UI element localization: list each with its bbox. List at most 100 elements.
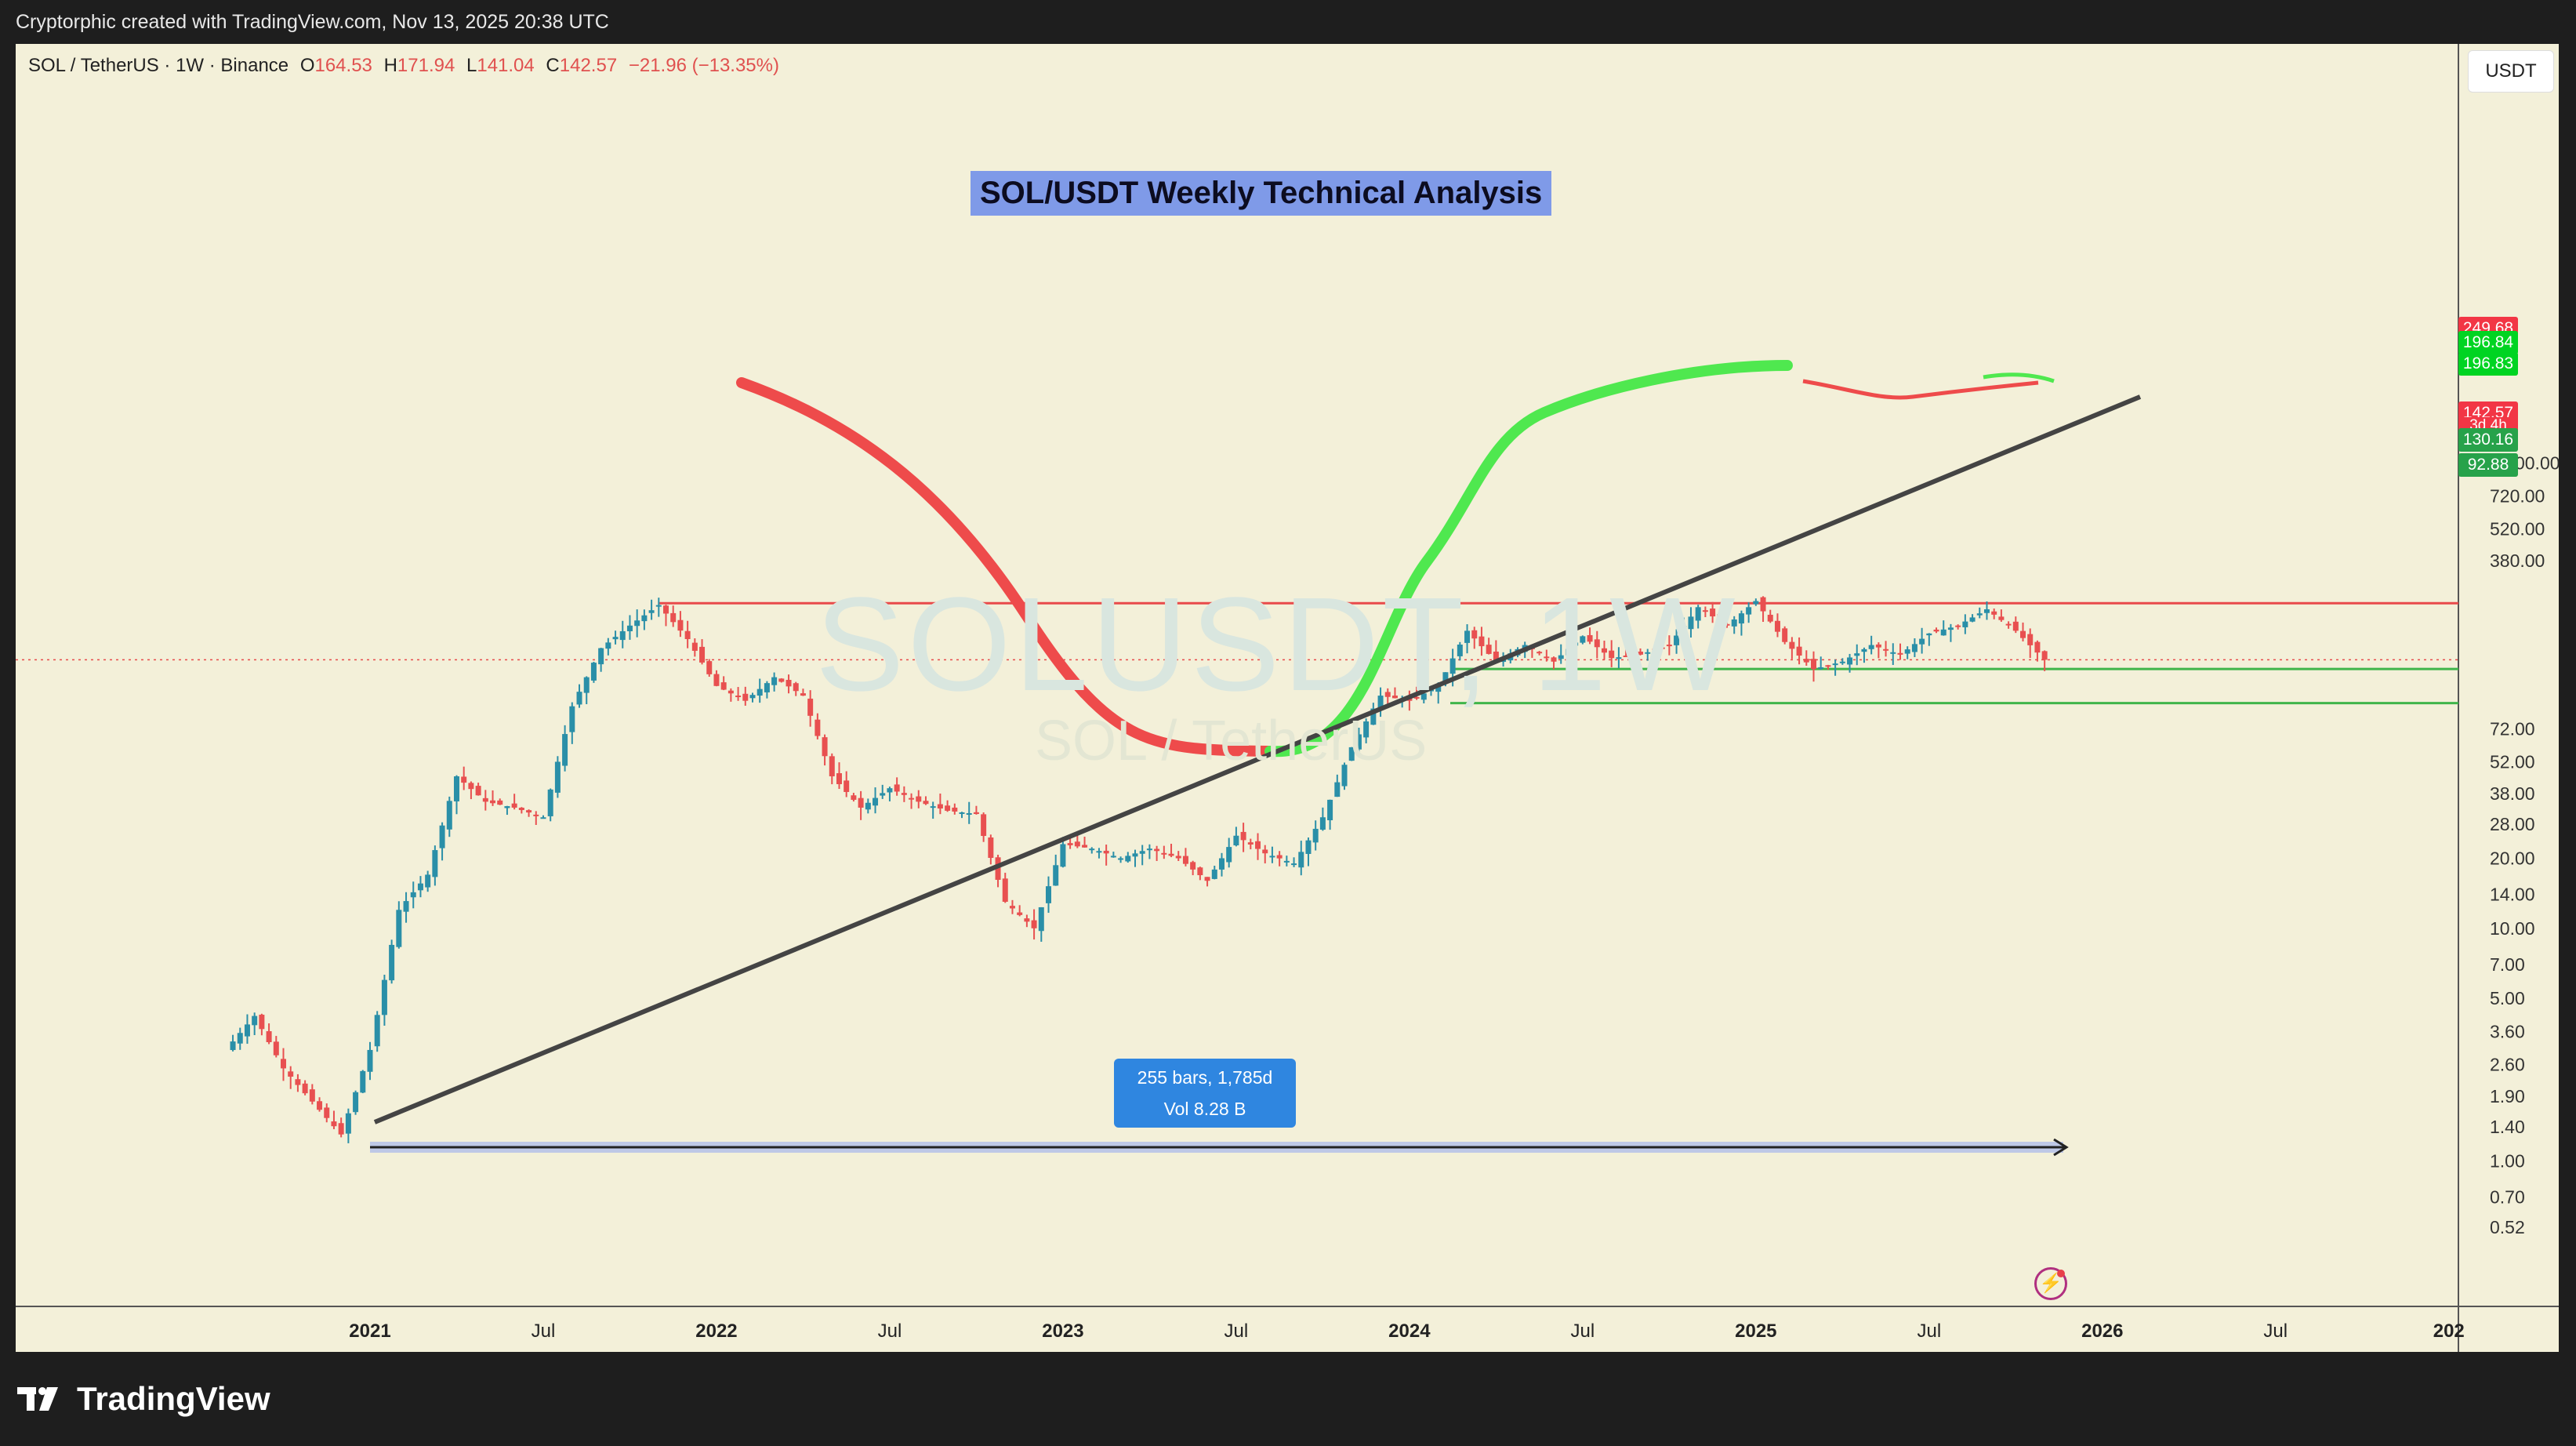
candle-body <box>396 910 402 947</box>
candle-body <box>1717 614 1723 621</box>
candle-body <box>1146 848 1152 851</box>
candle-body <box>1486 645 1492 654</box>
candle-body <box>1983 609 1990 613</box>
y-tick-label: 7.00 <box>2490 954 2525 975</box>
candle-body <box>815 719 821 736</box>
candle-body <box>1659 647 1665 649</box>
candle-body <box>966 812 972 815</box>
candle-body <box>1933 629 1939 632</box>
y-tick-label: 10.00 <box>2490 918 2535 939</box>
x-tick-label: 2022 <box>695 1321 737 1342</box>
candle-body <box>1962 621 1968 627</box>
candle-body <box>2012 621 2019 631</box>
candle-body <box>324 1107 330 1118</box>
candle-body <box>952 807 958 812</box>
candle-body <box>244 1024 250 1037</box>
candle-body <box>1009 906 1015 909</box>
x-tick-label: Jul <box>1917 1321 1941 1342</box>
measure-arrow-head <box>2053 1138 2069 1157</box>
candle-body <box>887 788 893 793</box>
candle-body <box>1471 630 1478 639</box>
candle-body <box>1803 659 1809 663</box>
candle-body <box>266 1031 272 1043</box>
candle-body <box>1103 850 1109 854</box>
candle-body <box>2027 634 2034 645</box>
candle-body <box>1991 611 1997 615</box>
candle-body <box>1544 656 1550 659</box>
candle-body <box>988 837 994 859</box>
candle-body <box>497 800 503 805</box>
candle-body <box>858 797 864 808</box>
y-tick-label: 52.00 <box>2490 751 2535 772</box>
candle-body <box>331 1121 337 1127</box>
candle-body <box>1255 841 1261 849</box>
candle-body <box>1348 747 1355 761</box>
candle-body <box>807 698 814 716</box>
candle-body <box>1161 852 1167 855</box>
x-tick-label: 2025 <box>1735 1321 1776 1342</box>
x-tick-label: 2026 <box>2081 1321 2123 1342</box>
candle-body <box>1753 601 1759 605</box>
price-badge-19683: 196.83 <box>2458 352 2518 376</box>
measure-tool-label[interactable]: 255 bars, 1,785d Vol 8.28 B <box>1114 1059 1296 1128</box>
candle-body <box>873 797 879 806</box>
y-tick-label: 0.52 <box>2490 1217 2525 1237</box>
candle-body <box>937 804 943 809</box>
candle-body <box>909 797 915 800</box>
ma-red-line <box>736 377 1275 757</box>
candle-body <box>1226 847 1232 863</box>
candle-body <box>1969 617 1976 622</box>
candle-body <box>353 1092 359 1113</box>
candle-body <box>2005 623 2012 626</box>
candle-body <box>648 610 655 613</box>
price-chart[interactable]: 1,000.00720.00520.00380.0072.0052.0038.0… <box>16 44 2559 1352</box>
candle-body <box>1565 649 1571 656</box>
candle-body <box>1493 651 1499 662</box>
ma-green-line <box>1264 360 1793 758</box>
candle-body <box>634 620 640 627</box>
candle-body <box>504 806 510 808</box>
candle-body <box>684 630 691 639</box>
currency-unit-button[interactable]: USDT <box>2468 50 2554 93</box>
y-tick-label: 1.00 <box>2490 1151 2525 1172</box>
candle-body <box>851 795 857 800</box>
candle-body <box>317 1101 323 1110</box>
tradingview-logo[interactable]: TradingView <box>17 1380 270 1418</box>
candle-body <box>569 706 575 732</box>
candle-body <box>1789 641 1795 649</box>
candle-body <box>677 619 684 631</box>
candle-body <box>598 648 604 665</box>
candle-body <box>1587 634 1593 642</box>
candle-body <box>490 800 496 804</box>
y-tick-label: 0.70 <box>2490 1186 2525 1207</box>
candle-body <box>663 605 669 614</box>
candle-body <box>1955 625 1961 627</box>
candle-body <box>1096 851 1102 853</box>
y-tick-label: 38.00 <box>2490 783 2535 804</box>
candle-body <box>749 695 756 699</box>
chart-title-annotation[interactable]: SOL/USDT Weekly Technical Analysis <box>971 171 1552 216</box>
candle-body <box>1702 610 1708 612</box>
symbol-label[interactable]: SOL / TetherUS · 1W · Binance <box>28 55 289 76</box>
candle-body <box>901 793 907 795</box>
candle-body <box>1478 636 1485 647</box>
candle-body <box>1420 693 1427 700</box>
candle-body <box>727 690 734 694</box>
candle-body <box>1262 849 1268 854</box>
candle-body <box>1435 685 1442 692</box>
y-tick-label: 380.00 <box>2490 550 2545 571</box>
candle-body <box>1609 650 1615 659</box>
candle-body <box>1919 638 1925 645</box>
chart-area[interactable]: 1,000.00 720.00 520.00 380.00 72.00 52.00 38.0… <box>16 44 2559 1352</box>
y-tick-label: 72.00 <box>2490 718 2535 739</box>
symbol-watermark: SOLUSDT, 1W <box>815 570 1739 719</box>
candle-body <box>865 802 871 810</box>
candle-body <box>511 803 517 808</box>
candle-body <box>446 801 452 830</box>
candle-body <box>1738 613 1744 624</box>
candle-body <box>1638 651 1644 655</box>
candle-body <box>1926 633 1932 636</box>
candle-body <box>1211 869 1217 879</box>
candle-body <box>1847 657 1853 665</box>
candle-body <box>1947 627 1954 630</box>
